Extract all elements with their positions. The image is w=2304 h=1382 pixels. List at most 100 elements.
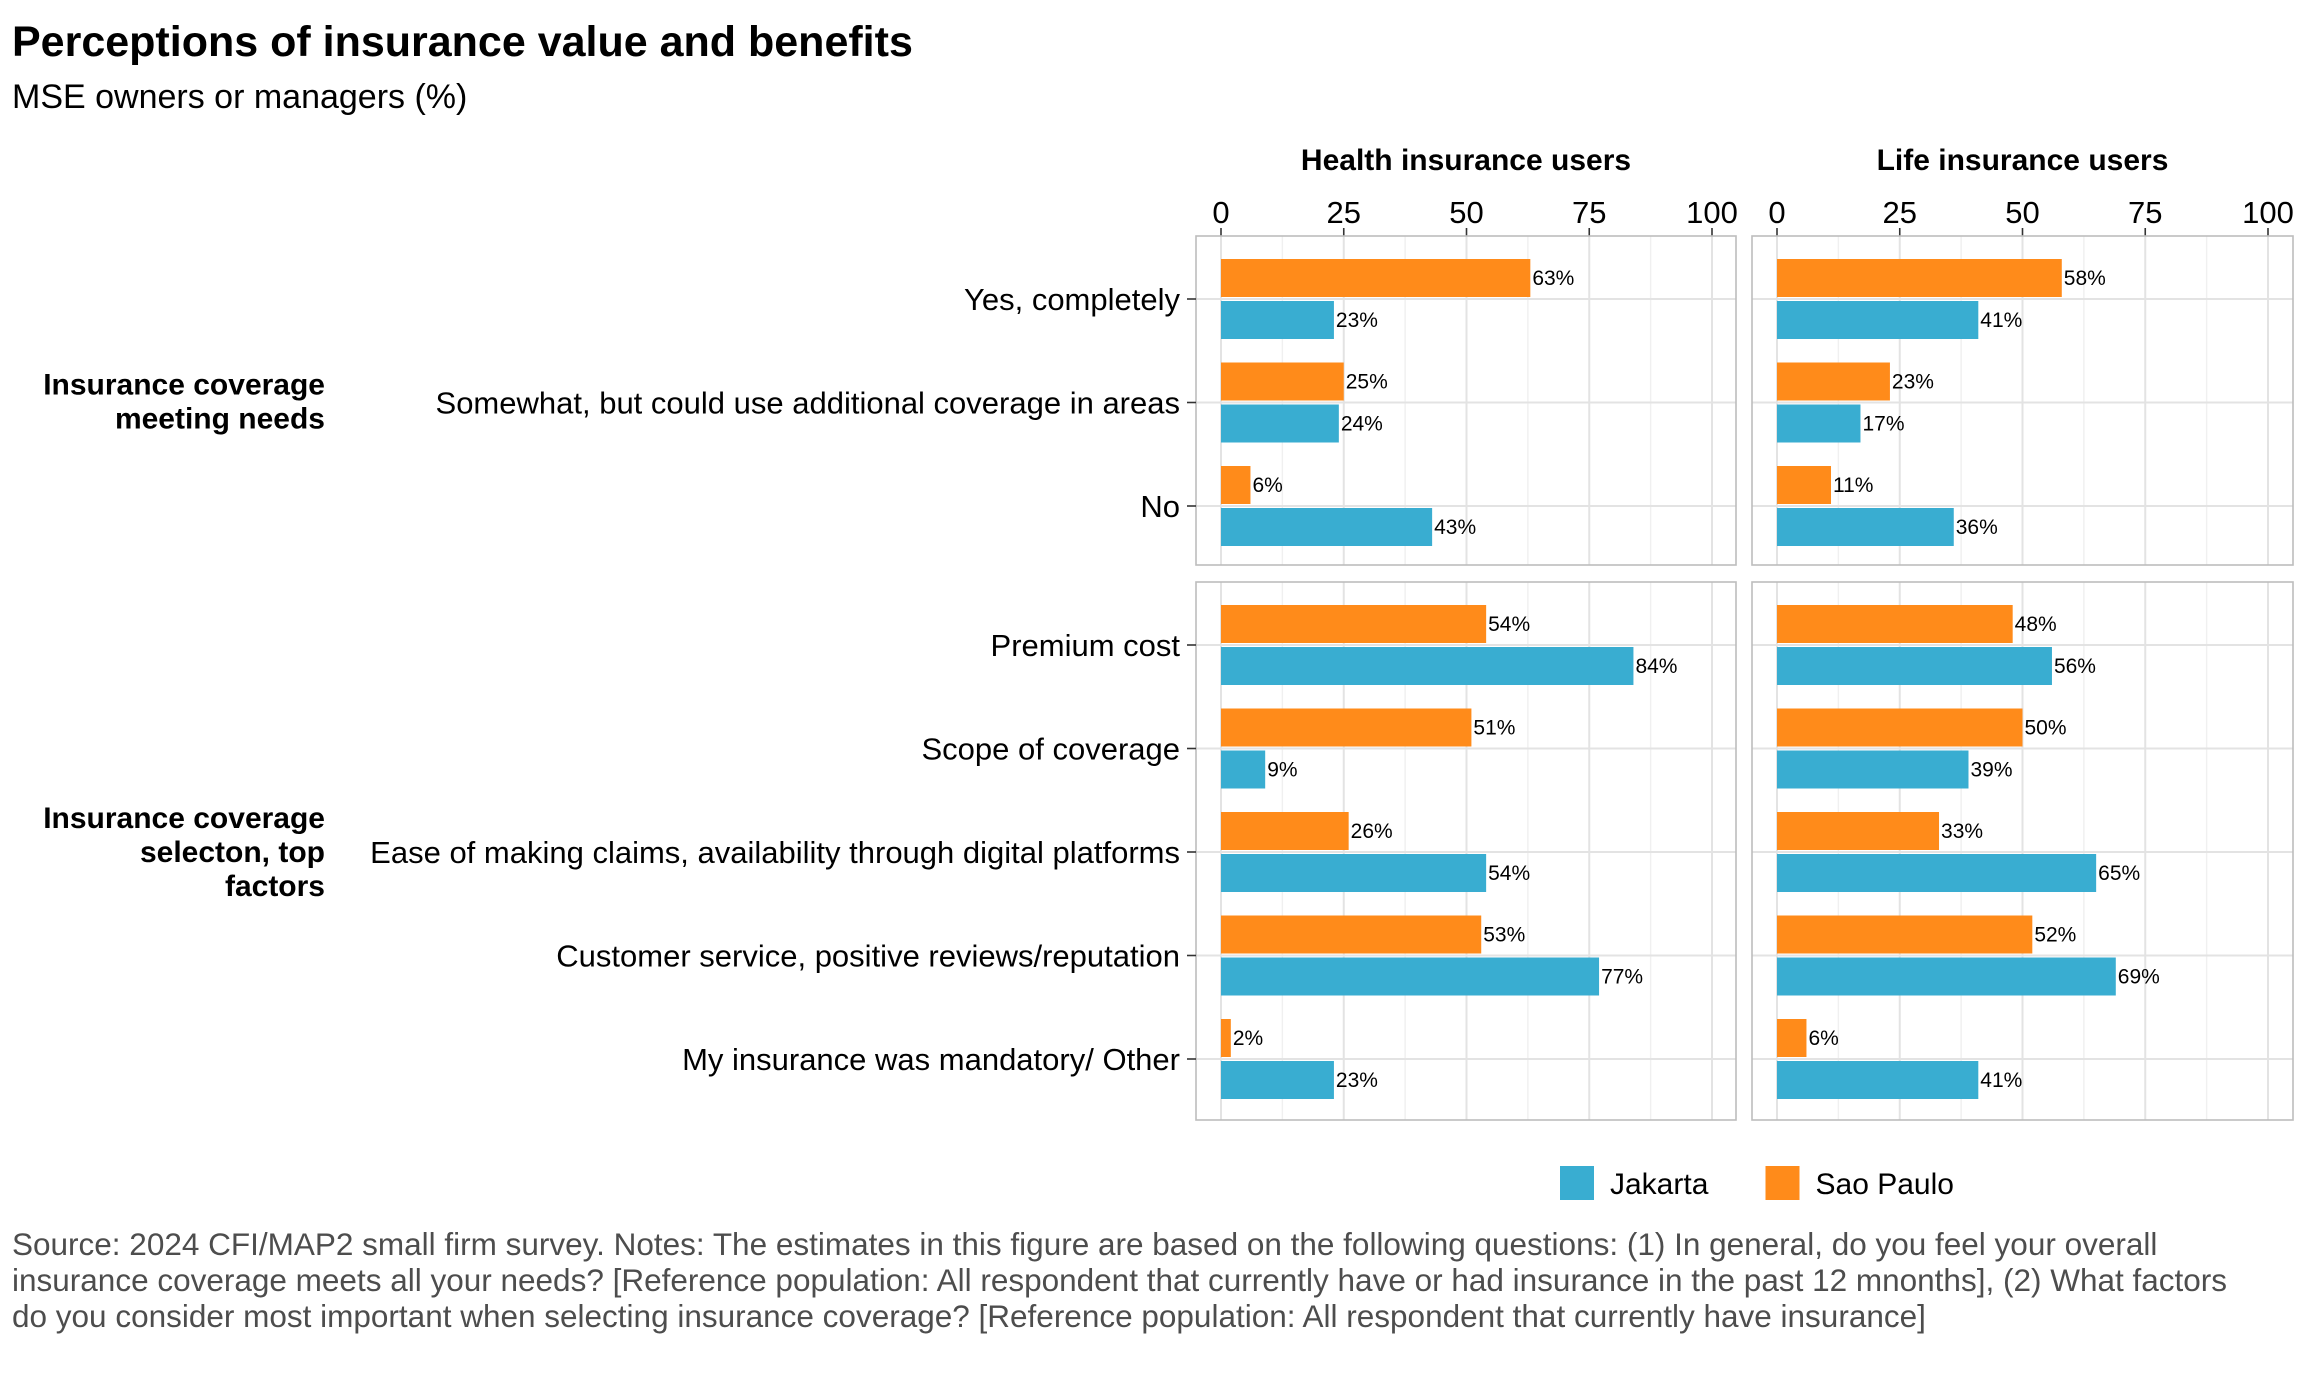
group-label: meeting needs — [115, 403, 325, 436]
data-label: 23% — [1336, 309, 1378, 332]
data-label: 63% — [1532, 267, 1574, 290]
data-label: 6% — [1808, 1027, 1838, 1050]
data-label: 48% — [2015, 613, 2057, 636]
category-label: Somewhat, but could use additional cover… — [436, 386, 1180, 421]
data-label: 54% — [1488, 613, 1530, 636]
group-label: Insurance coverage — [43, 802, 325, 835]
bar-sao-paulo — [1777, 812, 1940, 850]
bar-sao-paulo — [1221, 812, 1349, 850]
bar-sao-paulo — [1221, 605, 1487, 643]
data-label: 54% — [1488, 862, 1530, 885]
panel-border — [1751, 581, 2294, 1121]
data-label: 25% — [1346, 371, 1388, 394]
bar-sao-paulo — [1777, 708, 2023, 747]
bar-jakarta — [1777, 1061, 1979, 1099]
data-label: 36% — [1956, 516, 1998, 539]
x-tick-label: 50 — [2005, 195, 2039, 230]
x-tick-label: 100 — [1686, 195, 1738, 230]
bar-sao-paulo — [1221, 362, 1344, 401]
panel-border — [1195, 581, 1737, 1121]
chart-title: Perceptions of insurance value and benef… — [12, 18, 913, 66]
bar-sao-paulo — [1777, 605, 2013, 643]
bar-sao-paulo — [1221, 708, 1472, 747]
bar-jakarta — [1777, 404, 1861, 443]
legend-label: Sao Paulo — [1816, 1168, 1954, 1201]
bar-sao-paulo — [1221, 259, 1531, 297]
data-label: 84% — [1635, 655, 1677, 678]
bar-sao-paulo — [1221, 466, 1251, 504]
bar-sao-paulo — [1777, 362, 1890, 401]
panel-border — [1751, 235, 2294, 566]
x-tick-label: 75 — [2128, 195, 2162, 230]
bar-jakarta — [1221, 750, 1266, 789]
bar-sao-paulo — [1777, 1019, 1807, 1057]
x-tick-label: 75 — [1572, 195, 1606, 230]
x-tick-label: 0 — [1768, 195, 1785, 230]
x-tick-label: 50 — [1449, 195, 1483, 230]
group-label: selecton, top — [140, 836, 325, 869]
legend-label: Jakarta — [1610, 1168, 1709, 1201]
category-label: Scope of coverage — [921, 732, 1180, 767]
bar-sao-paulo — [1777, 915, 2033, 954]
data-label: 6% — [1252, 474, 1282, 497]
data-label: 65% — [2098, 862, 2140, 885]
bar-jakarta — [1221, 508, 1433, 546]
data-label: 50% — [2025, 717, 2067, 740]
data-label: 2% — [1233, 1027, 1263, 1050]
x-tick-label: 25 — [1883, 195, 1917, 230]
group-label: factors — [225, 870, 325, 903]
data-label: 17% — [1862, 413, 1904, 436]
data-label: 58% — [2064, 267, 2106, 290]
bar-jakarta — [1777, 508, 1954, 546]
bar-jakarta — [1221, 647, 1634, 685]
bar-jakarta — [1221, 1061, 1334, 1099]
bar-jakarta — [1777, 647, 2052, 685]
data-label: 9% — [1267, 759, 1297, 782]
data-label: 69% — [2118, 966, 2160, 989]
legend-swatch — [1765, 1166, 1800, 1200]
data-label: 24% — [1341, 413, 1383, 436]
bar-jakarta — [1221, 957, 1600, 996]
facet-title: Life insurance users — [1877, 144, 2169, 177]
data-label: 43% — [1434, 516, 1476, 539]
data-label: 41% — [1980, 1069, 2022, 1092]
data-label: 56% — [2054, 655, 2096, 678]
bar-jakarta — [1221, 404, 1339, 443]
data-label: 33% — [1941, 820, 1983, 843]
category-label: Ease of making claims, availability thro… — [370, 835, 1180, 870]
bar-jakarta — [1221, 854, 1487, 892]
x-tick-label: 0 — [1212, 195, 1229, 230]
legend-swatch — [1560, 1166, 1594, 1200]
x-tick-label: 25 — [1327, 195, 1361, 230]
category-label: Premium cost — [991, 628, 1181, 663]
bar-jakarta — [1221, 301, 1334, 339]
category-label: No — [1140, 489, 1180, 524]
data-label: 39% — [1970, 759, 2012, 782]
data-label: 26% — [1351, 820, 1393, 843]
chart-subtitle: MSE owners or managers (%) — [12, 78, 468, 116]
bar-jakarta — [1777, 750, 1969, 789]
data-label: 41% — [1980, 309, 2022, 332]
bar-jakarta — [1777, 957, 2116, 996]
bar-sao-paulo — [1221, 915, 1482, 954]
data-label: 53% — [1483, 924, 1525, 947]
bar-sao-paulo — [1777, 466, 1832, 504]
source-note: Source: 2024 CFI/MAP2 small firm survey.… — [12, 1226, 2228, 1334]
bar-jakarta — [1777, 854, 2097, 892]
panel-border — [1195, 235, 1737, 566]
group-label: Insurance coverage — [43, 369, 325, 402]
category-label: Yes, completely — [964, 282, 1180, 317]
category-label: Customer service, positive reviews/reput… — [556, 939, 1180, 974]
bar-jakarta — [1777, 301, 1979, 339]
bar-sao-paulo — [1221, 1019, 1231, 1057]
data-label: 52% — [2034, 924, 2076, 947]
bar-sao-paulo — [1777, 259, 2062, 297]
data-label: 11% — [1833, 474, 1873, 497]
data-label: 23% — [1336, 1069, 1378, 1092]
data-label: 77% — [1601, 966, 1643, 989]
data-label: 23% — [1892, 371, 1934, 394]
category-label: My insurance was mandatory/ Other — [682, 1042, 1180, 1077]
facet-title: Health insurance users — [1301, 144, 1631, 177]
data-label: 51% — [1473, 717, 1515, 740]
